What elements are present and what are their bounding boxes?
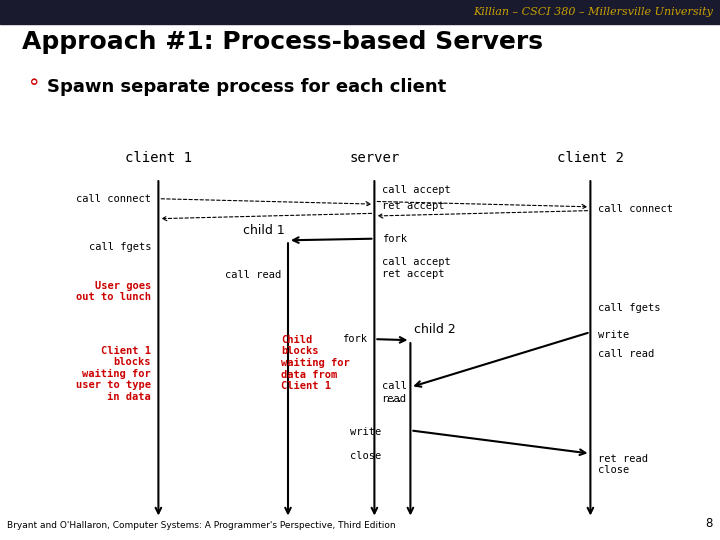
Text: Client 1
blocks
waiting for
user to type
in data: Client 1 blocks waiting for user to type… (76, 346, 151, 402)
Text: child 2: child 2 (414, 323, 456, 336)
Text: call: call (382, 381, 407, 391)
Text: call accept: call accept (382, 185, 450, 195)
Text: Spawn separate process for each client: Spawn separate process for each client (47, 78, 446, 96)
Text: call connect: call connect (76, 194, 151, 204)
Text: call fgets: call fgets (598, 303, 660, 313)
Text: User goes
out to lunch: User goes out to lunch (76, 281, 151, 302)
Text: 8: 8 (706, 517, 713, 530)
Text: ret accept: ret accept (382, 201, 444, 211)
Text: ret accept: ret accept (382, 269, 444, 279)
Text: Killian – CSCI 380 – Millersville University: Killian – CSCI 380 – Millersville Univer… (473, 7, 713, 17)
Text: call fgets: call fgets (89, 242, 151, 252)
Text: call accept: call accept (382, 257, 450, 267)
Text: call read: call read (225, 271, 281, 280)
Text: read: read (382, 394, 407, 403)
Text: close: close (351, 451, 382, 461)
Text: client 2: client 2 (557, 151, 624, 165)
Text: Approach #1: Process-based Servers: Approach #1: Process-based Servers (22, 30, 543, 53)
Text: child 1: child 1 (243, 224, 284, 237)
Text: °: ° (29, 78, 40, 98)
Text: call connect: call connect (598, 204, 672, 214)
Text: write: write (598, 330, 629, 340)
Text: ret read
close: ret read close (598, 454, 647, 475)
Text: client 1: client 1 (125, 151, 192, 165)
Text: ...: ... (384, 394, 403, 403)
Bar (0, 0, 720, 24)
Text: call read: call read (598, 349, 654, 359)
Text: Child
blocks
waiting for
data from
Client 1: Child blocks waiting for data from Clien… (281, 335, 349, 392)
Text: server: server (349, 151, 400, 165)
Text: Bryant and O'Hallaron, Computer Systems: A Programmer's Perspective, Third Editi: Bryant and O'Hallaron, Computer Systems:… (7, 521, 396, 530)
Text: fork: fork (342, 334, 367, 344)
Text: write: write (351, 427, 382, 437)
Text: fork: fork (382, 234, 407, 244)
